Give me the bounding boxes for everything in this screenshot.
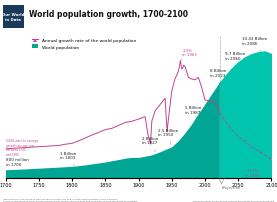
Text: 800 million
in 1700: 800 million in 1700 <box>6 157 29 171</box>
Text: 8 Billion
in 2023: 8 Billion in 2023 <box>210 69 227 83</box>
Text: Projection: Projection <box>222 185 242 189</box>
Text: Data sources: Our World in Data based on HYDE, UN and US Population Division (20: Data sources: Our World in Data based on… <box>3 198 138 201</box>
Text: Licensed under CC-BY by the authors Max Roser and Hannah Ritchie: Licensed under CC-BY by the authors Max … <box>193 200 274 201</box>
Text: 1 Billion
in 1803: 1 Billion in 1803 <box>60 151 76 166</box>
Text: 2 Billion
in 1927: 2 Billion in 1927 <box>142 136 158 152</box>
Text: Our World
in Data: Our World in Data <box>2 13 24 22</box>
Text: 2.3%
in 1963: 2.3% in 1963 <box>180 49 197 61</box>
Text: 5 Billion
in 1987: 5 Billion in 1987 <box>185 106 201 119</box>
Legend: Annual growth rate of the world population, World population: Annual growth rate of the world populati… <box>32 39 136 49</box>
Text: 10.43 Billion
in 2086: 10.43 Billion in 2086 <box>242 37 267 53</box>
Text: 0.04% was the average
growth rate per year
between 1700
and 1800: 0.04% was the average growth rate per ye… <box>6 138 38 156</box>
Text: 2.5 Billion
in 1950: 2.5 Billion in 1950 <box>158 128 179 145</box>
Text: World population growth, 1700-2100: World population growth, 1700-2100 <box>29 10 188 19</box>
Text: -0.1%
in 2100: -0.1% in 2100 <box>245 168 260 177</box>
Text: 9.7 Billion
in 2050: 9.7 Billion in 2050 <box>225 52 245 61</box>
